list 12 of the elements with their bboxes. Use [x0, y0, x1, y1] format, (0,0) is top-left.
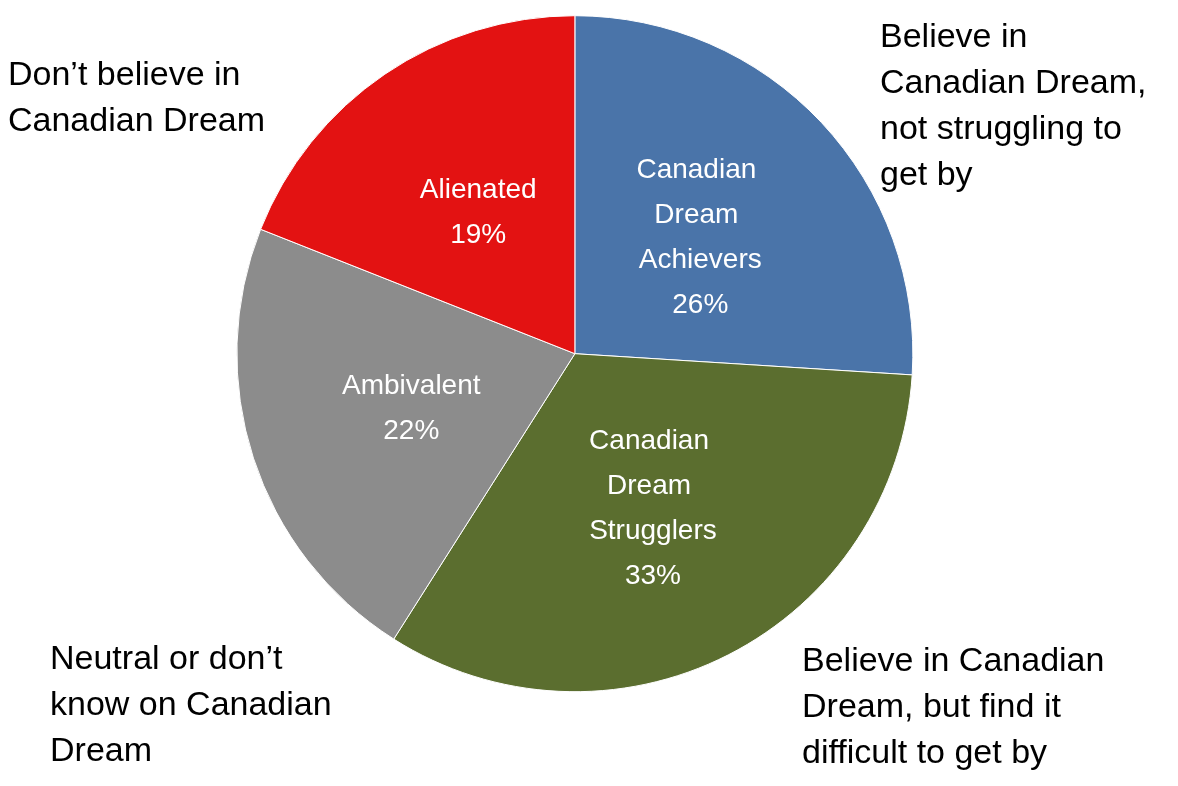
text: Don’t believe in Canadian Dream — [8, 54, 266, 138]
text: Neutral or don’t know on Canadian Dream — [50, 638, 342, 768]
slice-label: Canadian Dream Achievers — [636, 152, 765, 274]
text: Believe in Canadian Dream, but find it difficult to get by — [802, 640, 1114, 770]
text: Believe in Canadian Dream, not struggling to get by — [880, 16, 1156, 192]
data-label: 26% — [672, 287, 729, 319]
data-label: 33% — [624, 558, 681, 590]
slice-label: Canadian Dream Strugglers — [589, 423, 717, 545]
data-label: 22% — [383, 413, 440, 445]
data-label: 19% — [450, 218, 507, 250]
slice-label: Ambivalent — [342, 368, 481, 400]
slice-label: Alienated — [419, 173, 537, 205]
